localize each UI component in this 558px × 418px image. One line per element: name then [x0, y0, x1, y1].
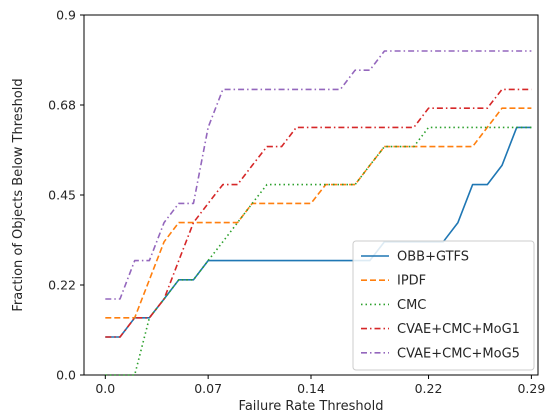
legend-box: [352, 240, 535, 371]
series-line-2: [105, 107, 532, 319]
legend-entry-label: IPDF: [397, 274, 426, 289]
y-tick-label: 0.68: [48, 98, 76, 113]
legend-entry-label: OBB+GTFS: [397, 250, 469, 265]
legend: OBB+GTFS IPDF CMC CVAE+CMC+MoG1 CVAE+CMC+MoG…: [352, 240, 535, 371]
legend-entry-label: CMC: [397, 298, 426, 313]
series-line-1: [105, 126, 532, 338]
x-tick-label: 0.14: [297, 381, 325, 396]
x-tick-label: 0.0: [95, 381, 115, 396]
x-tick-label: 0.07: [194, 381, 222, 396]
legend-entry-label: CVAE+CMC+MoG1: [397, 322, 520, 337]
x-tick-label: 0.29: [517, 381, 545, 396]
series-line-5: [105, 50, 532, 300]
y-tick-label: 0.22: [48, 278, 76, 293]
x-tick-label: 0.22: [415, 381, 443, 396]
x-axis-label: Failure Rate Threshold: [239, 399, 384, 414]
x-axis-ticks: 0.0 0.07 0.14 0.22 0.29: [95, 375, 545, 396]
y-tick-label: 0.45: [48, 188, 76, 203]
series-line-4: [105, 88, 532, 338]
series-layer: [105, 50, 532, 376]
y-tick-label: 0.0: [56, 368, 76, 383]
y-axis-ticks: 0.0 0.22 0.45 0.68 0.9: [48, 8, 84, 383]
y-tick-label: 0.9: [56, 8, 76, 23]
y-axis-label: Fraction of Objects Below Threshold: [11, 78, 26, 311]
legend-entry-label: CVAE+CMC+MoG5: [397, 346, 520, 361]
